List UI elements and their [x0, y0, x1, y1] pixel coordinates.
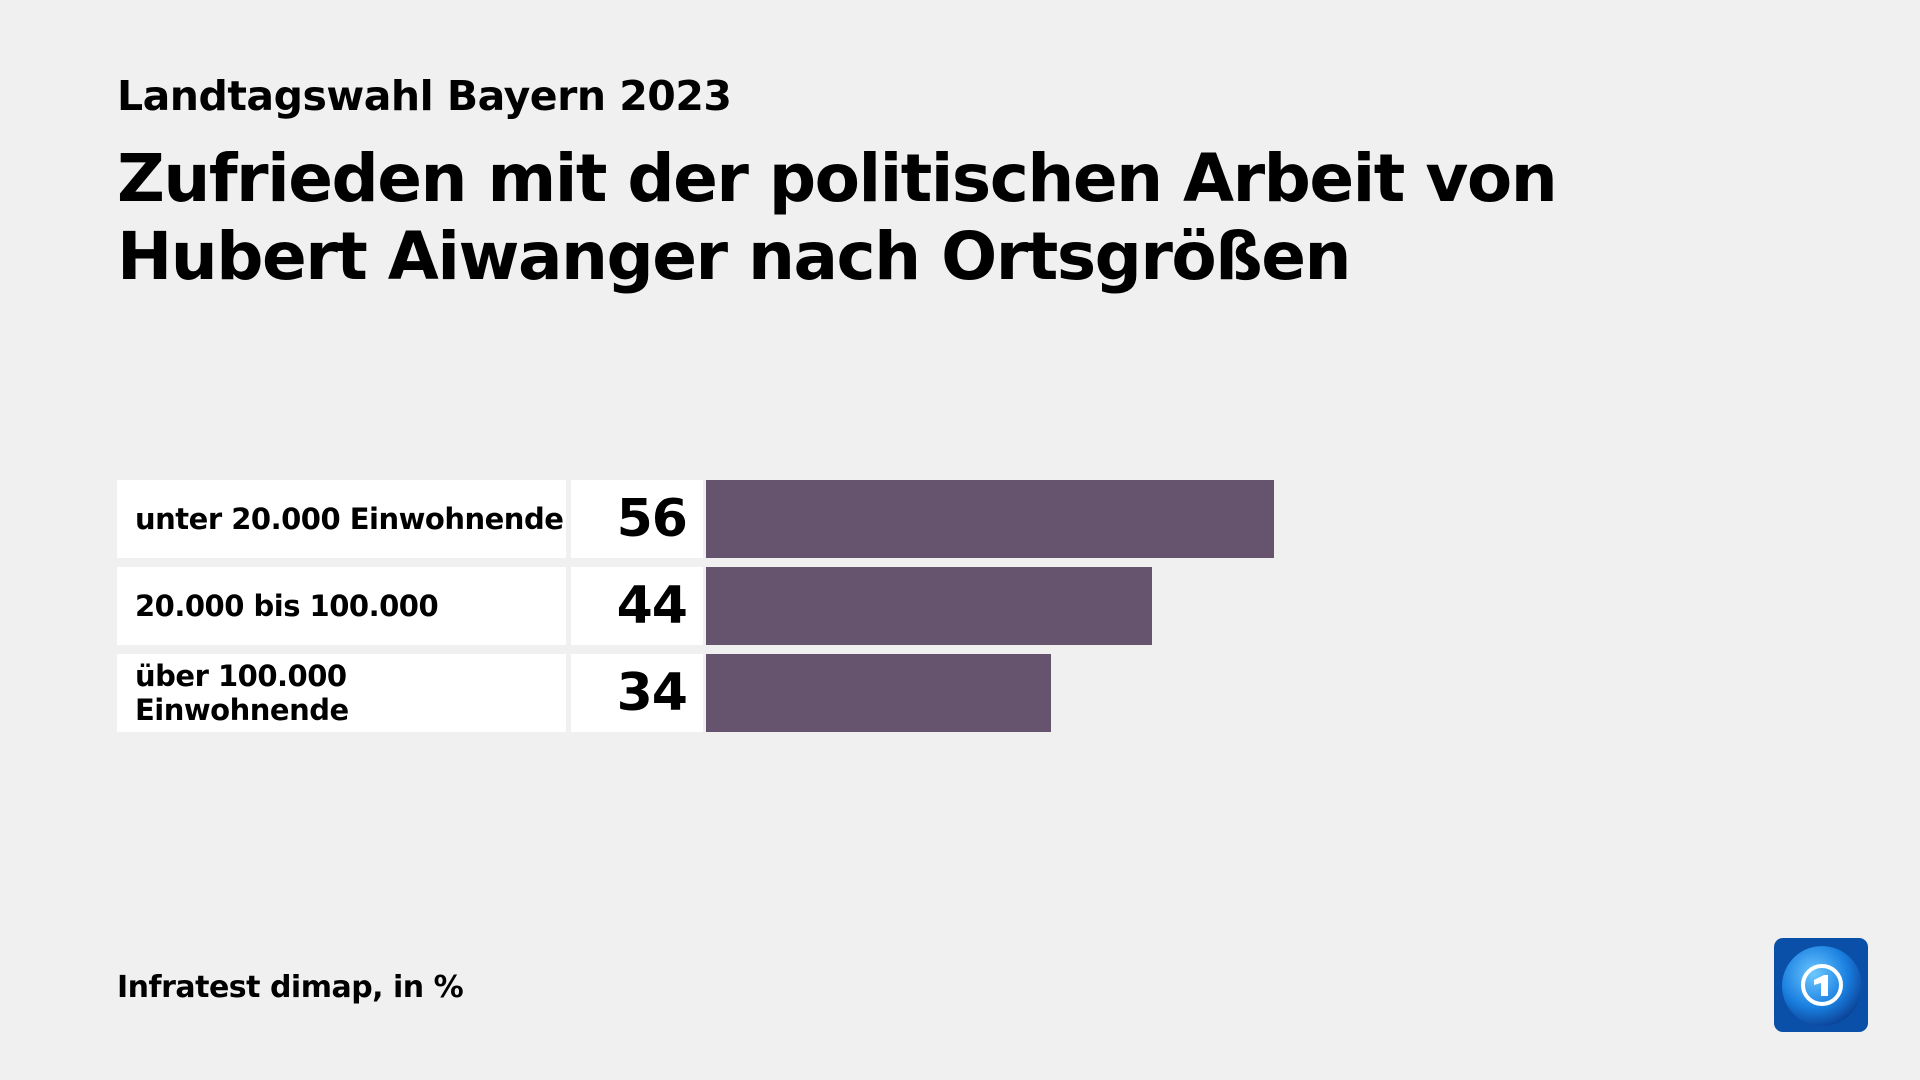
- category-label: 20.000 bis 100.000: [117, 567, 566, 645]
- bar: [706, 480, 1274, 558]
- data-label: 44: [571, 567, 703, 645]
- category-label: unter 20.000 Einwohnende: [117, 480, 566, 558]
- tagesschau-logo-icon: [1774, 938, 1868, 1032]
- bar: [706, 654, 1051, 732]
- category-label: über 100.000 Einwohnende: [117, 654, 566, 732]
- data-label: 34: [571, 654, 703, 732]
- data-label: 56: [571, 480, 703, 558]
- chart-subtitle: Landtagswahl Bayern 2023: [117, 72, 732, 120]
- bar: [706, 567, 1153, 645]
- source-note: Infratest dimap, in %: [117, 970, 464, 1005]
- chart-title: Zufrieden mit der politischen Arbeit von…: [117, 140, 1558, 295]
